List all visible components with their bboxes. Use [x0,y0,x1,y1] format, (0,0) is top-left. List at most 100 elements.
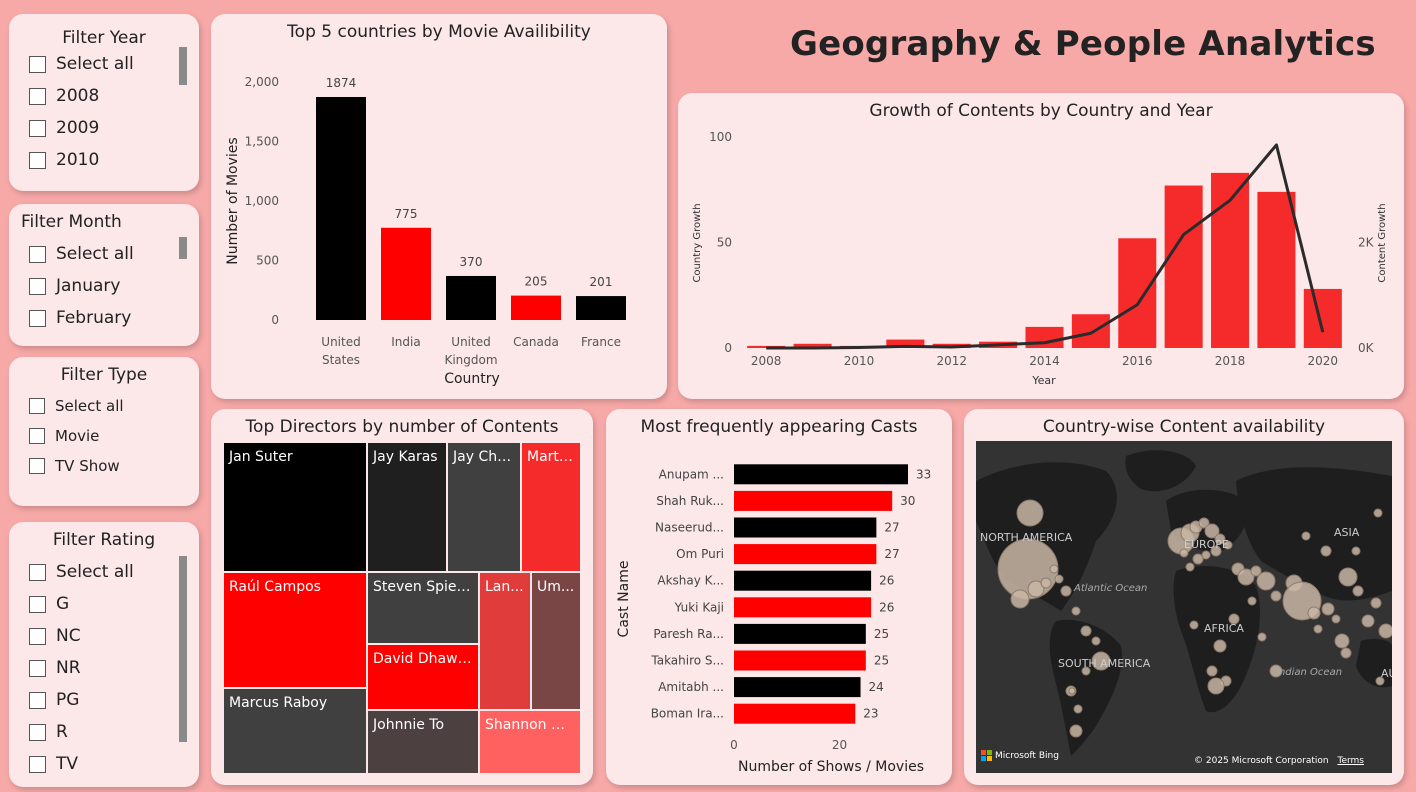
country-bubble[interactable] [1313,624,1323,634]
checkbox[interactable] [29,755,46,773]
country-bubble[interactable] [1338,567,1358,587]
checkbox[interactable] [29,691,46,709]
country-bubble[interactable] [1375,676,1385,686]
filter-year-option-2008[interactable]: 2008 [29,86,99,106]
treemap-tile[interactable]: Um... [531,572,581,710]
filter-type-option-tv-show[interactable]: TV Show [29,457,120,475]
filter-rating-scrollbar[interactable] [179,556,187,742]
world-map[interactable]: NORTH AMERICA EUROPE ASIA AFRICA SOUTH A… [976,441,1392,773]
checkbox[interactable] [29,87,46,105]
filter-month-option-select-all[interactable]: Select all [29,244,134,264]
terms-link[interactable]: Terms [1337,756,1364,766]
checkbox[interactable] [29,458,45,474]
treemap-tile[interactable]: Johnnie To [367,710,479,774]
checkbox[interactable] [29,398,45,414]
filter-year-option-2009[interactable]: 2009 [29,118,99,138]
country-bubble[interactable] [1206,665,1218,677]
filter-type-option-movie[interactable]: Movie [29,427,99,445]
country-bubble[interactable] [1320,545,1332,557]
checkbox[interactable] [29,563,46,581]
country-bubble[interactable] [1334,633,1350,649]
country-bubble[interactable] [1091,636,1101,646]
filter-month-option-february[interactable]: February [29,308,131,328]
checkbox[interactable] [29,245,46,263]
filter-rating-option-tv[interactable]: TV [29,754,78,774]
country-bubble[interactable] [1361,614,1375,628]
filter-year-option-2010[interactable]: 2010 [29,150,99,170]
country-bubble[interactable] [1250,565,1262,577]
filter-rating-option-r[interactable]: R [29,722,68,742]
country-bubble[interactable] [1370,597,1382,609]
checkbox[interactable] [29,119,46,137]
checkbox[interactable] [29,55,46,73]
checkbox[interactable] [29,627,46,645]
checkbox[interactable] [29,659,46,677]
country-bubble[interactable] [1307,606,1321,620]
country-bubble[interactable] [1073,704,1083,714]
country-bubble[interactable] [1080,625,1092,637]
treemap-tile[interactable]: Marti... [521,442,581,572]
filter-rating-option-select-all[interactable]: Select all [29,562,134,582]
country-bubble[interactable] [1179,548,1189,558]
country-bubble[interactable] [1049,564,1059,574]
treemap-tile[interactable]: Shannon Ha... [479,710,581,774]
country-bubble[interactable] [1060,585,1072,597]
country-bubble[interactable] [1210,545,1222,557]
country-bubble[interactable] [1185,562,1195,572]
country-bubble[interactable] [1378,623,1392,639]
filter-type-option-select-all[interactable]: Select all [29,397,124,415]
country-bubble[interactable] [1352,585,1364,597]
filter-year-option-select-all[interactable]: Select all [29,54,134,74]
checkbox[interactable] [29,309,46,327]
country-bubble[interactable] [1201,550,1211,560]
country-bubble[interactable] [1237,568,1255,586]
treemap-tile[interactable]: Marcus Raboy [223,688,367,774]
country-bubble[interactable] [1198,517,1210,529]
country-bubble[interactable] [1081,666,1091,676]
country-bubble[interactable] [1091,651,1111,671]
filter-rating-option-nc[interactable]: NC [29,626,81,646]
country-bubble[interactable] [1068,687,1076,695]
filter-month-scrollbar[interactable] [179,237,187,259]
country-bubble[interactable] [1301,531,1311,541]
country-bubble[interactable] [1069,724,1083,738]
filter-year-scrollbar[interactable] [179,47,187,85]
country-bubble[interactable] [1016,499,1044,527]
filter-month-option-january[interactable]: January [29,276,120,296]
country-bubble[interactable] [1071,606,1081,616]
treemap-tile[interactable]: Raúl Campos [223,572,367,688]
country-bubble[interactable] [1269,664,1283,678]
country-bubble[interactable] [1256,571,1276,591]
country-bubble[interactable] [1207,677,1225,695]
country-bubble[interactable] [1214,533,1226,545]
treemap-tile[interactable]: David Dhawan [367,644,479,710]
country-bubble[interactable] [1010,589,1030,609]
country-bubble[interactable] [1054,574,1064,584]
treemap-tile[interactable]: Lan... [479,572,531,710]
country-bubble[interactable] [1247,596,1257,606]
checkbox[interactable] [29,723,46,741]
country-bubble[interactable] [1257,632,1267,642]
country-bubble[interactable] [1331,614,1341,624]
country-bubble[interactable] [1204,523,1220,539]
country-bubble[interactable] [1213,639,1227,653]
treemap-tile[interactable]: Jay Cha... [447,442,521,572]
country-bubble[interactable] [1373,508,1383,518]
treemap-tile[interactable]: Jan Suter [223,442,367,572]
country-bubble[interactable] [1223,540,1233,550]
checkbox[interactable] [29,595,46,613]
checkbox[interactable] [29,277,46,295]
country-bubble[interactable] [1027,580,1045,598]
country-bubble[interactable] [1321,602,1335,616]
checkbox[interactable] [29,151,46,169]
country-bubble[interactable] [1228,613,1240,625]
country-bubble[interactable] [1040,577,1052,589]
country-bubble[interactable] [1340,647,1352,659]
filter-rating-option-pg[interactable]: PG [29,690,79,710]
filter-rating-option-g[interactable]: G [29,594,69,614]
country-bubble[interactable] [1351,546,1361,556]
treemap-tile[interactable]: Steven Spielb... [367,572,479,644]
checkbox[interactable] [29,428,45,444]
country-bubble[interactable] [1189,620,1199,630]
treemap-tile[interactable]: Jay Karas [367,442,447,572]
